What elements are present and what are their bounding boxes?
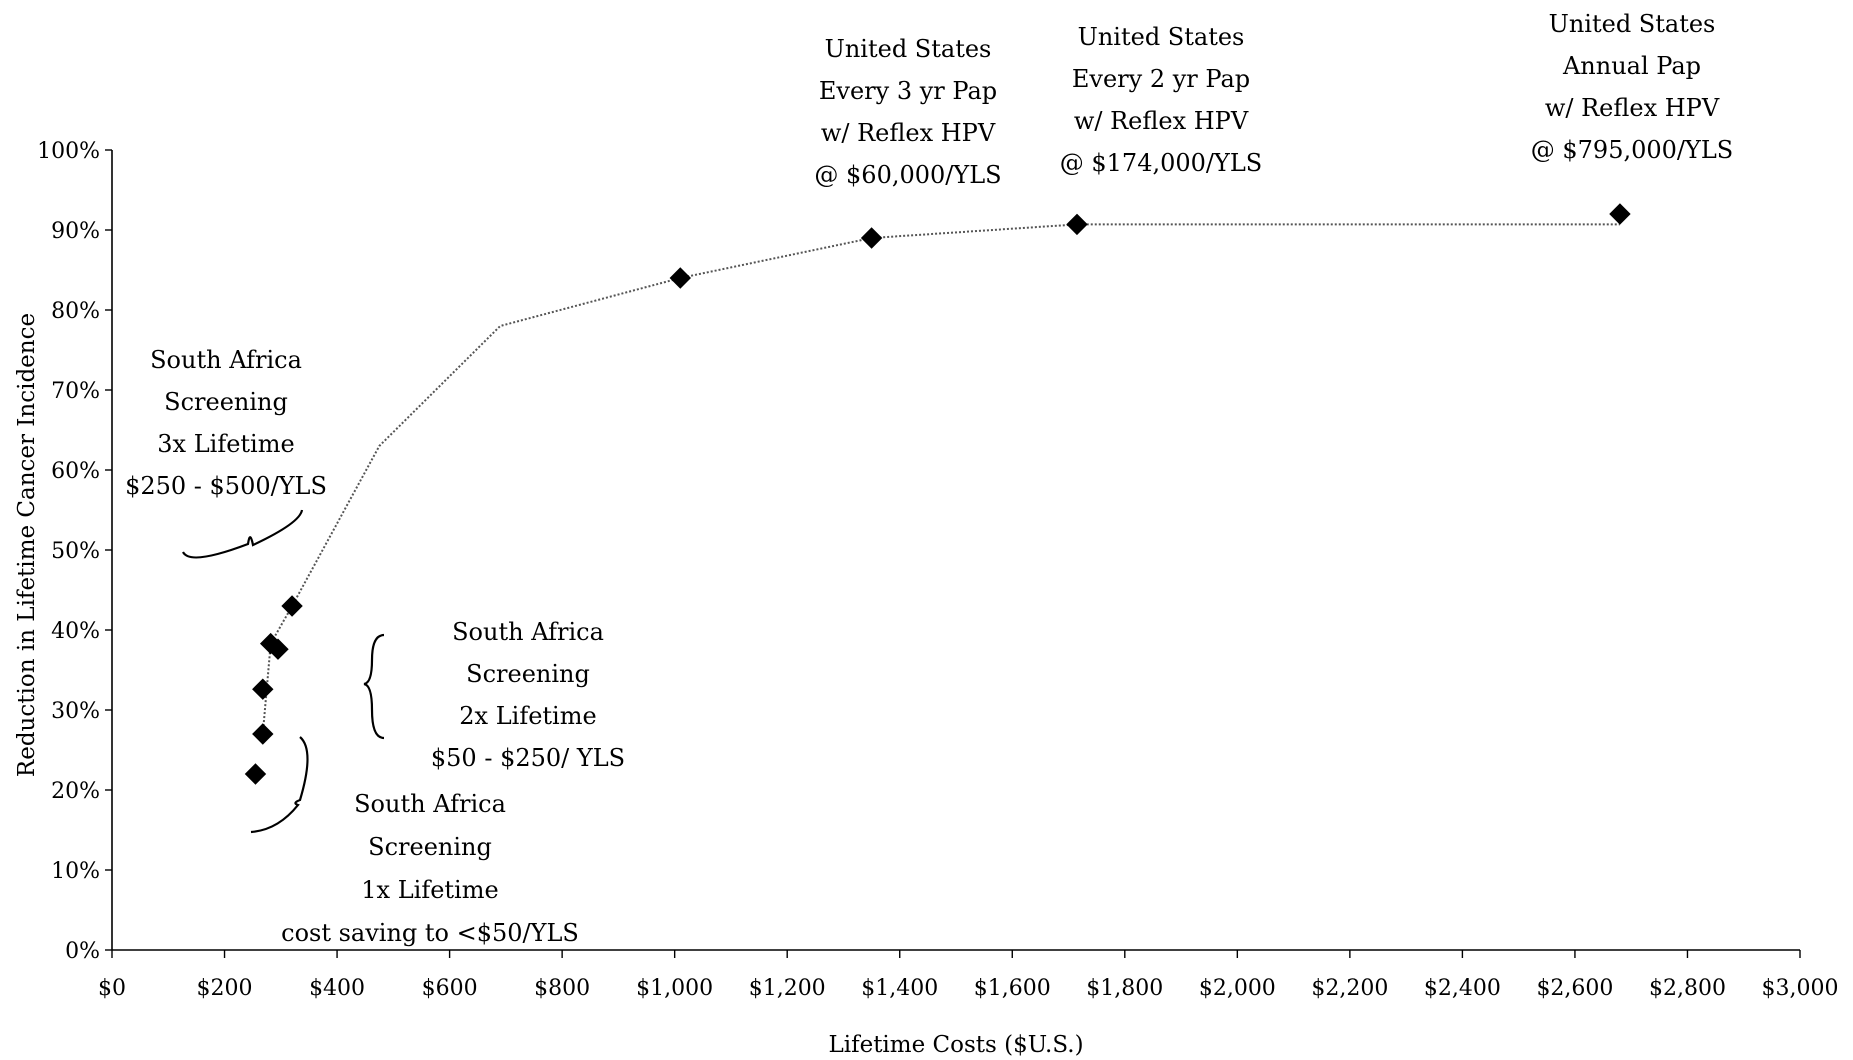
axes (111, 150, 1800, 951)
x-ticks: $0 $200 $400 $600 $800 $1,000 $1,200 $1,400 $1,6… (98, 950, 1838, 1001)
annotation-sa-1x: South Africa Screening 1x Lifetime cost … (281, 790, 579, 947)
x-tick-label: $1,400 (861, 976, 938, 1001)
annotation-line: 3x Lifetime (157, 430, 294, 458)
brace-3x-lifetime (182, 509, 304, 559)
annotation-line: Screening (164, 388, 288, 416)
data-point-diamond (860, 227, 883, 249)
data-point-diamond (252, 678, 274, 700)
y-tick-label: 30% (51, 699, 100, 724)
y-tick-label: 10% (51, 859, 100, 884)
annotation-us-every-2yr: United States Every 2 yr Pap w/ Reflex H… (1060, 23, 1262, 177)
annotation-us-every-3yr: United States Every 3 yr Pap w/ Reflex H… (814, 35, 1001, 189)
annotation-line: South Africa (150, 346, 302, 374)
x-tick-label: $2,600 (1536, 976, 1613, 1001)
annotation-line: Screening (466, 660, 590, 688)
annotation-sa-2x: South Africa Screening 2x Lifetime $50 -… (431, 618, 625, 772)
y-tick-label: 50% (51, 539, 100, 564)
x-tick-label: $1,200 (749, 976, 826, 1001)
annotation-sa-3x: South Africa Screening 3x Lifetime $250 … (125, 346, 327, 500)
annotation-line: @ $795,000/YLS (1531, 136, 1733, 164)
y-axis-title: Reduction in Lifetime Cancer Incidence (14, 313, 40, 777)
x-tick-label: $1,800 (1086, 976, 1163, 1001)
annotation-line: 2x Lifetime (459, 702, 596, 730)
x-tick-label: $600 (422, 976, 478, 1001)
y-tick-label: 90% (51, 219, 100, 244)
y-tick-label: 40% (51, 619, 100, 644)
brace-1x-lifetime (250, 736, 309, 834)
data-point-diamond (267, 638, 289, 660)
y-ticks: 0% 10% 20% 30% 40% 50% 60% 70% 80% 90% 100% (37, 139, 112, 964)
annotation-line: Every 3 yr Pap (819, 77, 997, 105)
brace-2x-lifetime (363, 633, 385, 740)
x-tick-label: $2,800 (1649, 976, 1726, 1001)
annotation-line: South Africa (354, 790, 506, 818)
x-tick-label: $400 (309, 976, 365, 1001)
y-tick-label: 80% (51, 299, 100, 324)
x-tick-label: $3,000 (1762, 976, 1839, 1001)
annotation-line: Screening (368, 833, 492, 861)
annotation-line: cost saving to <$50/YLS (281, 919, 579, 947)
data-point-diamond (281, 595, 303, 617)
annotation-line: @ $174,000/YLS (1060, 149, 1262, 177)
annotation-line: United States (1078, 23, 1245, 51)
x-tick-label: $2,400 (1424, 976, 1501, 1001)
data-point-diamond (1066, 213, 1088, 236)
data-point-diamond (244, 763, 267, 785)
annotation-line: @ $60,000/YLS (814, 161, 1001, 189)
x-axis-title: Lifetime Costs ($U.S.) (828, 1032, 1083, 1058)
y-tick-label: 60% (51, 459, 100, 484)
y-tick-label: 100% (37, 139, 100, 164)
x-tick-label: $2,000 (1199, 976, 1276, 1001)
annotation-line: United States (1549, 10, 1716, 38)
annotation-line: w/ Reflex HPV (1545, 94, 1720, 122)
annotation-line: Annual Pap (1562, 52, 1701, 80)
data-point-diamond (252, 723, 274, 745)
x-tick-label: $800 (534, 976, 590, 1001)
annotation-line: United States (825, 35, 992, 63)
data-point-diamond (669, 267, 692, 289)
frontier-line (261, 223, 1620, 735)
annotation-line: South Africa (452, 618, 604, 646)
y-tick-label: 70% (51, 379, 100, 404)
annotation-line: w/ Reflex HPV (1074, 107, 1249, 135)
annotation-line: 1x Lifetime (361, 876, 498, 904)
x-tick-label: $0 (98, 976, 126, 1001)
braces (182, 509, 385, 834)
y-tick-label: 0% (65, 939, 100, 964)
y-tick-label: 20% (51, 779, 100, 804)
x-tick-label: $1,600 (974, 976, 1051, 1001)
data-points (244, 203, 1631, 785)
annotation-line: Every 2 yr Pap (1072, 65, 1250, 93)
annotations: United States Every 3 yr Pap w/ Reflex H… (125, 10, 1733, 947)
annotation-line: $50 - $250/ YLS (431, 744, 625, 772)
frontier-line-path (261, 223, 1620, 735)
x-tick-label: $200 (197, 976, 253, 1001)
annotation-line: $250 - $500/YLS (125, 472, 327, 500)
x-tick-label: $2,200 (1311, 976, 1388, 1001)
annotation-line: w/ Reflex HPV (821, 119, 996, 147)
annotation-us-annual: United States Annual Pap w/ Reflex HPV @… (1531, 10, 1733, 164)
x-tick-label: $1,000 (636, 976, 713, 1001)
data-point-diamond (1609, 203, 1631, 225)
